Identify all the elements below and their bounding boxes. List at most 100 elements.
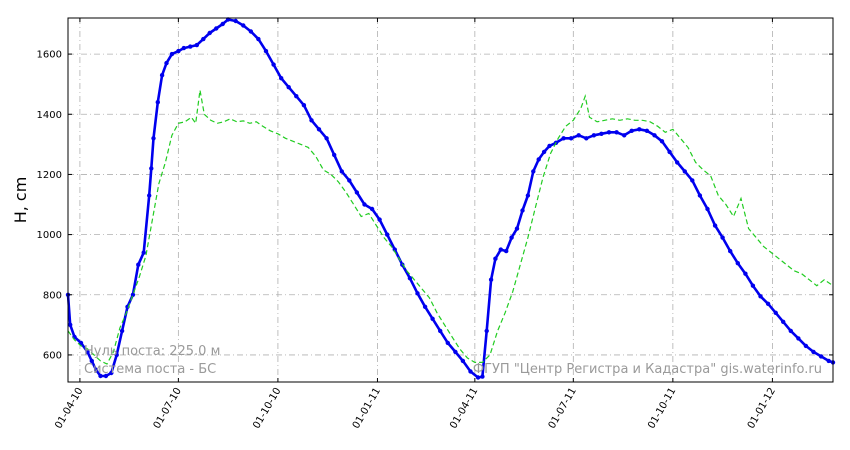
series-point (207, 30, 212, 36)
series-point (114, 352, 119, 358)
series-point (480, 374, 485, 379)
series-point (438, 328, 443, 334)
series-point (811, 349, 816, 355)
series-point (584, 136, 589, 141)
series-point (622, 133, 627, 138)
y-tick-label: 1000 (37, 230, 62, 241)
series-point (130, 292, 136, 297)
series-line (66, 18, 834, 379)
series-point (214, 26, 219, 31)
series-point (682, 169, 687, 174)
series-point (248, 29, 254, 34)
series-point (445, 340, 450, 346)
series-point (89, 358, 95, 364)
x-tick-label: 01-10-10 (251, 386, 283, 431)
y-tick-label: 1600 (37, 50, 62, 61)
series-point (159, 73, 165, 78)
y-tick-label: 800 (43, 290, 62, 301)
plot-frame (67, 17, 834, 383)
series-point (629, 128, 634, 133)
series-point (188, 44, 193, 49)
y-tick-label: 1200 (37, 170, 62, 181)
watermark-source: ФГУП "Центр Регистра и Кадастра" gis.wat… (473, 362, 822, 377)
series-point (705, 206, 710, 212)
series-point (773, 310, 778, 315)
series-point (339, 169, 344, 174)
series-point (758, 294, 763, 299)
series-point (263, 48, 269, 54)
series-point (93, 367, 99, 373)
x-tick-label: 01-04-10 (53, 386, 85, 431)
series-point (652, 133, 657, 138)
series-point (690, 178, 695, 183)
series-point (141, 250, 146, 255)
x-tick-label: 01-07-10 (152, 386, 184, 431)
series-point (241, 23, 246, 28)
series-point (332, 152, 337, 158)
series-point (536, 157, 541, 162)
series-layer (65, 17, 836, 380)
series-point (68, 322, 73, 327)
series-point (743, 271, 748, 276)
series-point (430, 316, 435, 321)
series-point (531, 169, 536, 174)
series-point (415, 291, 420, 296)
series-point (712, 223, 718, 228)
series-point (591, 133, 597, 138)
series-point (561, 136, 566, 141)
series-point (286, 85, 291, 90)
series-point (119, 328, 125, 334)
series-point (514, 226, 520, 231)
series-point (316, 127, 322, 132)
series-point (818, 354, 824, 359)
series-point (475, 375, 481, 380)
series-point (606, 130, 612, 135)
series-point (675, 160, 680, 165)
x-tick-label: 01-01-11 (351, 386, 383, 431)
series-point (488, 277, 494, 282)
series-point (599, 131, 604, 136)
series-point (728, 248, 733, 254)
series-point (201, 36, 206, 42)
series-point (78, 340, 84, 346)
series-point (484, 328, 489, 334)
series-point (151, 136, 156, 141)
series-point (468, 369, 473, 374)
series-point (369, 206, 375, 212)
series-point (164, 60, 169, 66)
series-point (697, 193, 703, 198)
x-tick-label: 01-04-11 (448, 386, 480, 431)
series-point (568, 136, 574, 141)
watermark-height-system: Система поста - БС (84, 362, 216, 377)
series-point (637, 127, 642, 132)
x-tick-label: 01-07-11 (547, 386, 579, 431)
series-point (169, 51, 175, 57)
x-tick-label: 01-01-12 (746, 386, 778, 431)
series-point (460, 358, 466, 364)
series-point (347, 178, 352, 183)
series-point (256, 36, 261, 42)
series-point (279, 76, 284, 81)
series-point (354, 190, 360, 195)
series-point (520, 208, 525, 213)
series-point (377, 217, 382, 222)
y-tick-label: 600 (43, 350, 62, 361)
series-point (385, 232, 390, 237)
series-point (422, 304, 428, 309)
y-axis-title: H, cm (11, 177, 30, 224)
series-point (109, 370, 114, 376)
series-point (181, 45, 186, 51)
series-point (498, 247, 503, 252)
series-point (453, 349, 458, 355)
series-point (541, 149, 547, 155)
series-point (324, 136, 329, 141)
series-point (765, 301, 771, 306)
series-point (576, 133, 581, 138)
series-point (362, 202, 367, 207)
grid (68, 18, 833, 382)
y-axis-label: H, cm (11, 177, 30, 224)
series-point (826, 358, 831, 364)
series-point (644, 128, 650, 133)
series-point (220, 21, 225, 27)
